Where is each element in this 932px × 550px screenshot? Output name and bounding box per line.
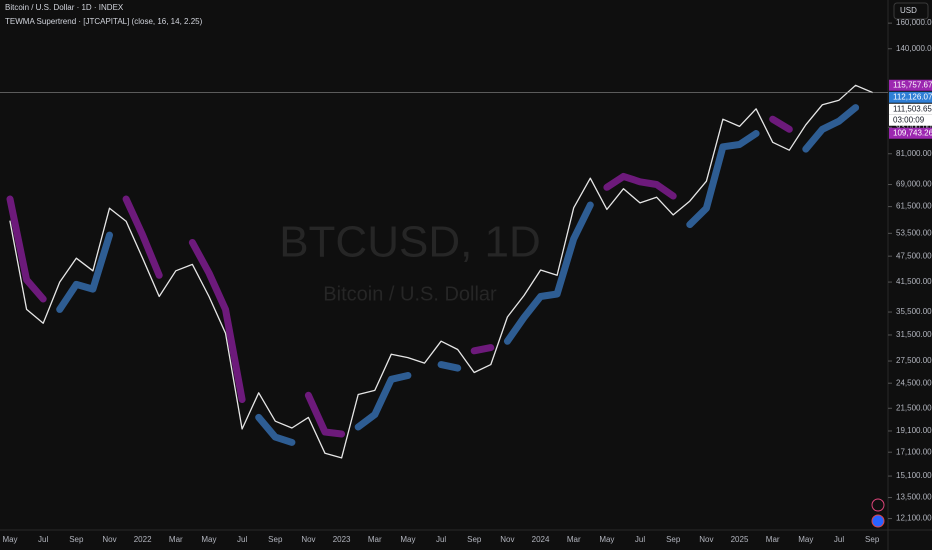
x-tick-label: 2023 (333, 535, 351, 544)
x-tick-label: Mar (169, 535, 183, 544)
price-tag (889, 91, 932, 103)
y-tick-label: 13,500.00 (896, 493, 932, 502)
y-tick-label: 19,100.00 (896, 426, 932, 435)
y-tick-label: 140,000.00 (896, 44, 932, 53)
x-tick-label: May (400, 535, 415, 544)
y-tick-label: 47,500.00 (896, 251, 932, 260)
price-tag (889, 103, 932, 115)
y-tick-label: 31,500.00 (896, 330, 932, 339)
x-tick-label: Mar (766, 535, 780, 544)
y-tick-label: 27,500.00 (896, 356, 932, 365)
countdown-tag (889, 114, 932, 126)
currency-button[interactable] (893, 2, 929, 20)
y-tick-label: 24,500.00 (896, 378, 932, 387)
x-tick-label: Jul (635, 535, 645, 544)
price-tag-label: 112,126.07 (893, 92, 932, 101)
x-tick-label: Sep (865, 535, 880, 544)
currency-label[interactable]: USD (900, 6, 917, 15)
y-tick-label: 160,000.00 (896, 18, 932, 27)
x-tick-label: Nov (102, 535, 116, 544)
x-tick-label: 2022 (134, 535, 152, 544)
y-tick-label: 93,000.00 (896, 122, 932, 131)
price-line (9, 84, 873, 459)
x-tick-label: Nov (301, 535, 315, 544)
x-tick-label: 2025 (731, 535, 749, 544)
price-tag-label: 111,503.65 (893, 104, 932, 113)
x-tick-label: Sep (666, 535, 681, 544)
y-tick-label: 12,100.00 (896, 514, 932, 523)
x-tick-label: Nov (699, 535, 713, 544)
watermark: BTCUSD, 1D (279, 218, 541, 267)
price-tag (889, 79, 932, 91)
x-tick-label: Mar (368, 535, 382, 544)
x-tick-label: Jul (237, 535, 247, 544)
price-tag (889, 127, 932, 139)
price-tag-label: 109,743.26 (893, 128, 932, 137)
x-tick-label: Sep (69, 535, 84, 544)
y-tick-label: 53,500.00 (896, 228, 932, 237)
x-tick-label: Jul (436, 535, 446, 544)
x-tick-label: Mar (567, 535, 581, 544)
x-tick-label: Sep (268, 535, 283, 544)
flag-icon[interactable] (871, 514, 885, 528)
y-tick-label: 15,100.00 (896, 471, 932, 480)
y-tick-label: 21,500.00 (896, 403, 932, 412)
x-tick-label: May (201, 535, 216, 544)
price-tag-label: 115,757.67 (893, 80, 932, 89)
x-tick-label: Nov (500, 535, 514, 544)
x-tick-label: May (798, 535, 813, 544)
x-tick-label: Jul (38, 535, 48, 544)
y-tick-label: 61,500.00 (896, 202, 932, 211)
y-tick-label: 35,500.00 (896, 307, 932, 316)
y-tick-label: 69,000.00 (896, 180, 932, 189)
indicator-title: TEWMA Supertrend · [JTCAPITAL] (close, 1… (5, 17, 203, 26)
x-tick-label: May (599, 535, 614, 544)
chart-title: Bitcoin / U.S. Dollar · 1D · INDEX (5, 3, 124, 12)
y-tick-label: 41,500.00 (896, 277, 932, 286)
x-tick-label: Sep (467, 535, 482, 544)
alert-icon[interactable] (871, 498, 885, 512)
countdown-label: 03:00:09 (893, 115, 925, 124)
watermark-subtitle: Bitcoin / U.S. Dollar (323, 283, 497, 305)
supertrend-band (56, 104, 860, 446)
y-tick-label: 81,000.00 (896, 149, 932, 158)
x-tick-label: 2024 (532, 535, 550, 544)
x-tick-label: Jul (834, 535, 844, 544)
y-tick-label: 17,100.00 (896, 447, 932, 456)
x-tick-label: May (2, 535, 17, 544)
